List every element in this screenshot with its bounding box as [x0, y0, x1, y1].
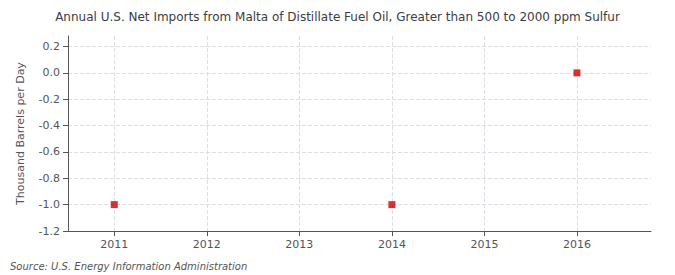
svg-text:2014: 2014 [378, 238, 406, 251]
svg-text:0.0: 0.0 [43, 66, 61, 79]
svg-text:-0.8: -0.8 [39, 172, 60, 185]
svg-text:-0.6: -0.6 [39, 145, 60, 158]
svg-text:2011: 2011 [100, 238, 128, 251]
svg-text:Source: U.S. Energy Informatio: Source: U.S. Energy Information Administ… [10, 261, 247, 272]
svg-text:-1.2: -1.2 [39, 225, 60, 238]
svg-text:Annual U.S. Net Imports from M: Annual U.S. Net Imports from Malta of Di… [55, 10, 620, 24]
svg-text:2012: 2012 [193, 238, 221, 251]
svg-text:2013: 2013 [285, 238, 313, 251]
svg-text:0.2: 0.2 [43, 40, 61, 53]
svg-text:2016: 2016 [563, 238, 591, 251]
svg-text:-1.0: -1.0 [39, 198, 60, 211]
svg-text:-0.4: -0.4 [39, 119, 60, 132]
svg-text:2015: 2015 [470, 238, 498, 251]
svg-text:-0.2: -0.2 [39, 93, 60, 106]
svg-text:Thousand Barrels per Day: Thousand Barrels per Day [14, 62, 27, 206]
